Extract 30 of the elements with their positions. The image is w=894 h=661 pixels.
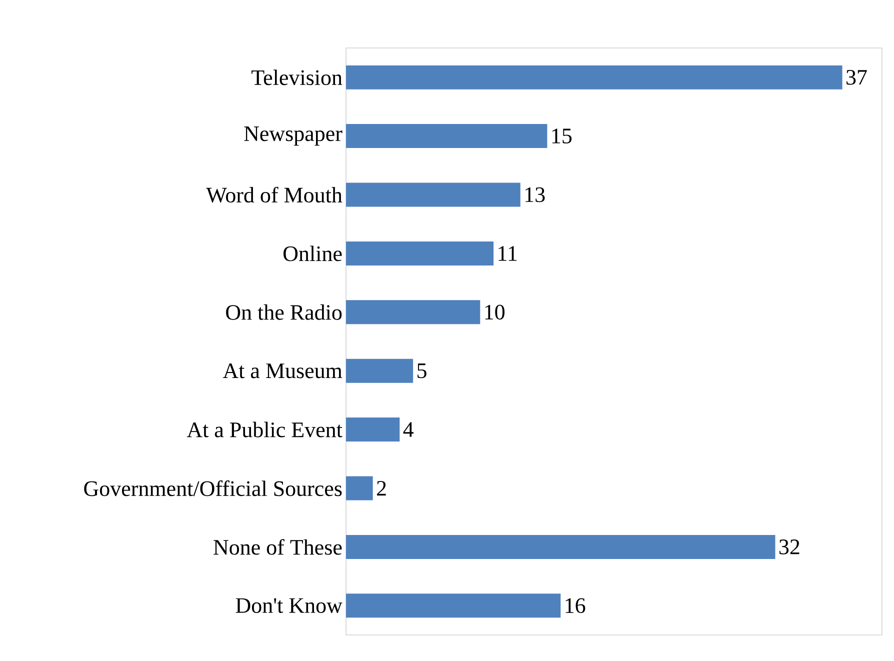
data-label: 15 — [552, 128, 572, 144]
data-label: 11 — [498, 246, 517, 261]
bar — [346, 241, 494, 266]
y-tick-label: At a Museum — [222, 363, 342, 378]
data-label: 5 — [418, 364, 426, 378]
y-tick-label: Television — [252, 70, 342, 86]
data-label: 10 — [485, 304, 504, 320]
y-tick-label: Online — [284, 246, 342, 262]
y-tick-label: On the Radio — [226, 304, 342, 320]
data-label: 2 — [377, 480, 386, 496]
bar — [346, 300, 480, 324]
y-tick-label: None of These — [214, 539, 342, 555]
bar — [346, 124, 548, 148]
data-label: 4 — [403, 422, 414, 437]
bar — [346, 594, 561, 618]
bar — [346, 418, 400, 442]
bar — [346, 182, 520, 207]
data-label: 37 — [846, 70, 867, 85]
data-label: 32 — [779, 540, 800, 554]
y-tick-label: Government/Official Sources — [84, 480, 342, 496]
data-label: 13 — [526, 187, 545, 202]
y-tick-label: Newspaper — [244, 126, 342, 146]
bar — [346, 534, 776, 559]
y-tick-label: Don't Know — [236, 598, 342, 613]
y-tick-label: Word of Mouth — [206, 186, 342, 203]
bar — [346, 358, 414, 383]
bar — [346, 65, 842, 90]
bar — [346, 476, 373, 500]
data-label: 16 — [566, 598, 586, 614]
y-tick-label: At a Public Event — [186, 422, 342, 438]
